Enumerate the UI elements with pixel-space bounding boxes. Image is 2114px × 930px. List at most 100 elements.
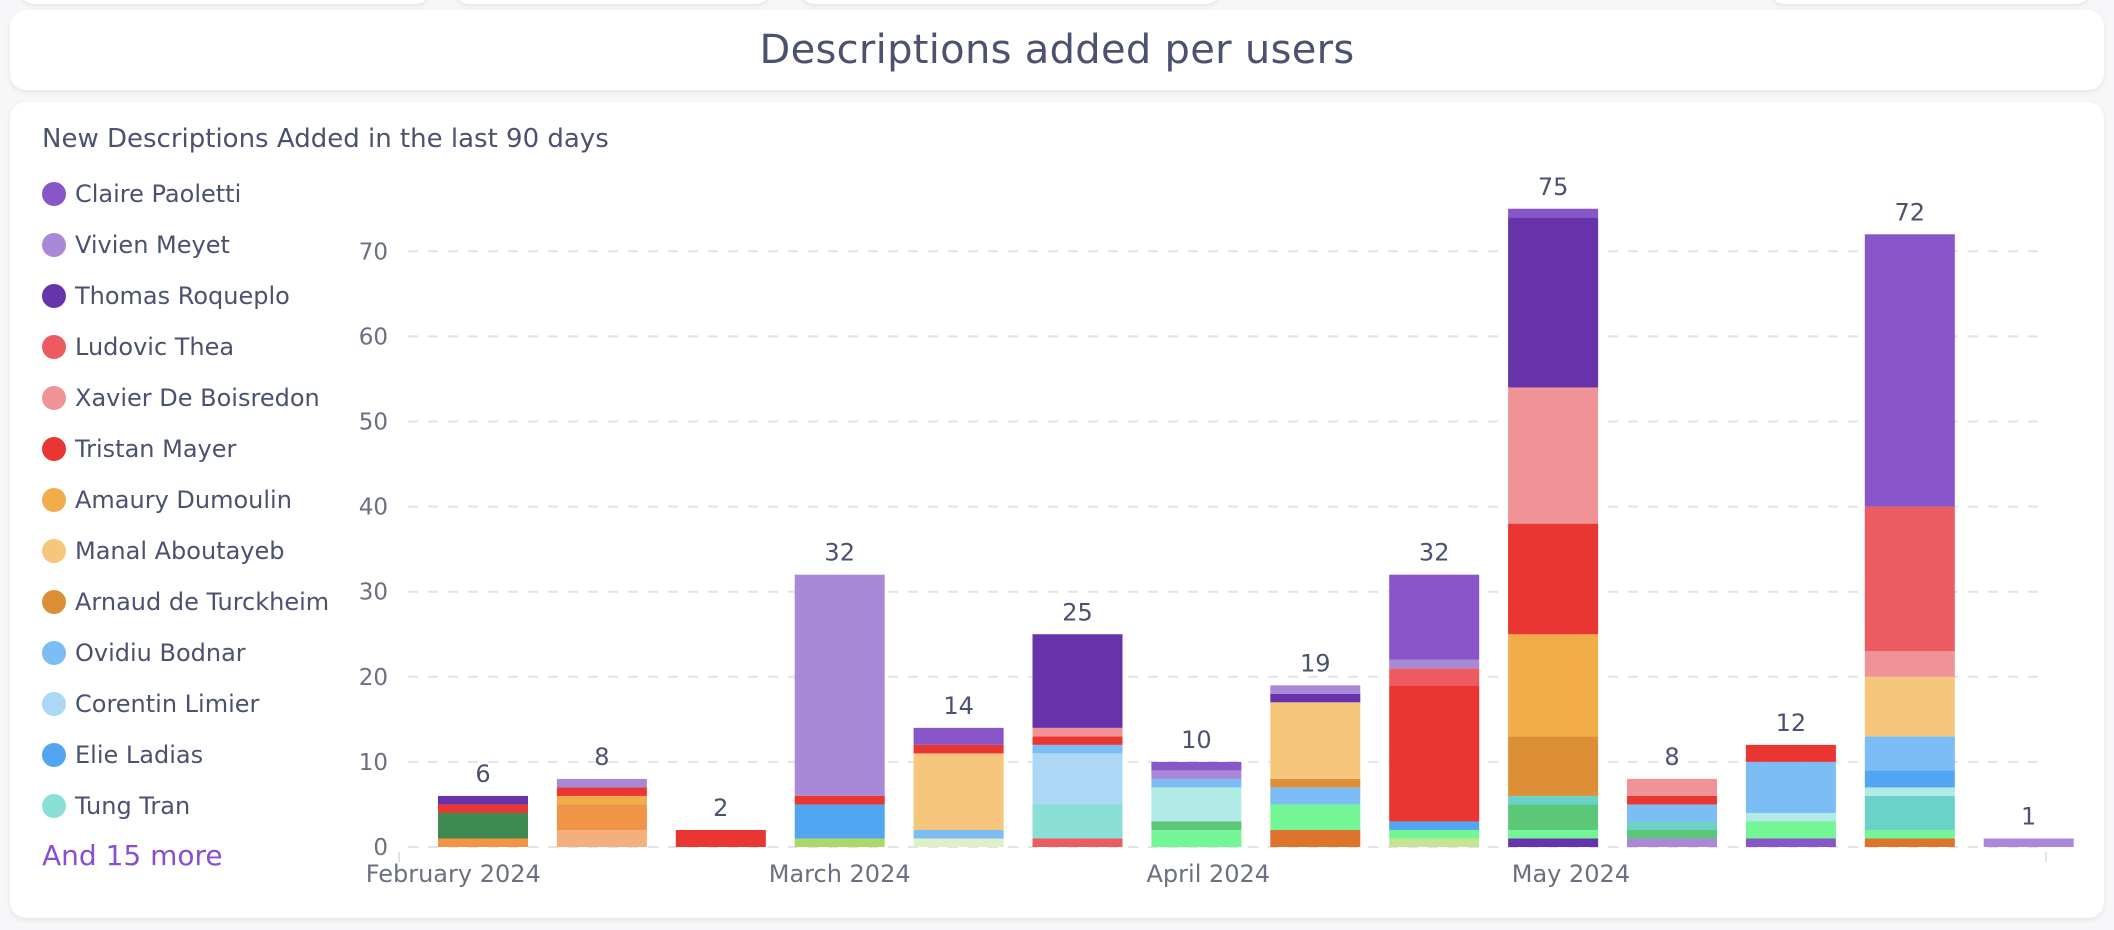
bar-segment[interactable] [556, 829, 647, 847]
bar-segment[interactable] [1032, 804, 1123, 839]
legend-color-dot-icon [42, 334, 66, 359]
bar-segment[interactable] [1389, 821, 1480, 830]
bar-segment[interactable] [1864, 676, 1955, 737]
bar-segment[interactable] [1270, 693, 1361, 703]
bar-segment[interactable] [913, 727, 1004, 745]
bar-segment[interactable] [1032, 736, 1123, 745]
bar-segment[interactable] [1508, 208, 1599, 218]
bar-segment[interactable] [1389, 659, 1480, 669]
bar-segment[interactable] [1864, 829, 1955, 839]
bar-segment[interactable] [1389, 668, 1480, 686]
bar-segment[interactable] [1627, 829, 1717, 839]
bar-segment[interactable] [1151, 761, 1242, 771]
legend-item[interactable]: Claire Paoletti [42, 168, 329, 219]
bar-segment[interactable] [794, 838, 885, 847]
bar-segment[interactable] [1151, 821, 1242, 830]
legend-item[interactable]: Tristan Mayer [42, 423, 329, 474]
bar-segment[interactable] [1151, 778, 1242, 788]
legend-item[interactable]: Ludovic Thea [42, 321, 329, 372]
chart-card: New Descriptions Added in the last 90 da… [10, 102, 2104, 918]
bar-segment[interactable] [1745, 812, 1836, 822]
legend-item[interactable]: Corentin Limier [42, 678, 329, 729]
bar-segment[interactable] [1745, 821, 1836, 839]
bar-segment[interactable] [1389, 574, 1480, 660]
bar-segment[interactable] [1508, 523, 1599, 635]
bar-segment[interactable] [1864, 770, 1955, 788]
bar-segment[interactable] [1032, 838, 1123, 847]
bar-segment[interactable] [913, 838, 1004, 847]
legend-item[interactable]: Ovidiu Bodnar [42, 627, 329, 678]
bar-segment[interactable] [1151, 770, 1242, 779]
bar-segment[interactable] [1508, 217, 1599, 388]
bar-segment[interactable] [1864, 787, 1955, 796]
bar-segment[interactable] [1270, 804, 1361, 830]
bar-segment[interactable] [1508, 838, 1599, 847]
bar-segment[interactable] [1032, 727, 1123, 737]
legend-item[interactable]: Manal Aboutayeb [42, 525, 329, 576]
bar-segment[interactable] [1745, 761, 1836, 813]
bar-segment[interactable] [1389, 838, 1480, 847]
legend-item[interactable]: Thomas Roqueplo [42, 270, 329, 321]
bar-segment[interactable] [1270, 787, 1361, 805]
bar-segment[interactable] [1389, 685, 1480, 822]
bar-segment[interactable] [1151, 787, 1242, 822]
bar-segment[interactable] [794, 804, 885, 839]
bar-segment[interactable] [1864, 838, 1955, 847]
legend-color-dot-icon [42, 691, 66, 716]
legend-item[interactable]: Arnaud de Turckheim [42, 576, 329, 627]
bar-segment[interactable] [1627, 838, 1717, 847]
bar-segment[interactable] [1864, 234, 1955, 507]
bar-segment[interactable] [438, 804, 528, 813]
bar-segment[interactable] [1508, 736, 1599, 796]
legend-item[interactable]: Tung Tran [42, 780, 329, 831]
x-tick-label: April 2024 [1147, 860, 1271, 888]
bar-segment[interactable] [1032, 753, 1123, 805]
bar-segment[interactable] [913, 744, 1004, 754]
bar-segment[interactable] [438, 838, 528, 847]
bar-segment[interactable] [913, 753, 1004, 830]
bar-segment[interactable] [1508, 795, 1599, 805]
bar-total-label: 8 [1664, 743, 1679, 771]
bar-segment[interactable] [1270, 778, 1361, 788]
bar-segment[interactable] [1508, 804, 1599, 830]
bar-segment[interactable] [1032, 744, 1123, 754]
bar-segment[interactable] [1270, 829, 1361, 847]
bar-segment[interactable] [1864, 506, 1955, 652]
legend-item[interactable]: Elie Ladias [42, 729, 329, 780]
bar-segment[interactable] [1627, 804, 1717, 822]
legend-more-link[interactable]: And 15 more [42, 839, 223, 872]
bar-segment[interactable] [1864, 736, 1955, 771]
bar-segment[interactable] [794, 574, 885, 796]
legend-label: Arnaud de Turckheim [75, 587, 330, 616]
bar-segment[interactable] [1745, 744, 1836, 762]
bar-segment[interactable] [1270, 702, 1361, 779]
bar-segment[interactable] [556, 778, 647, 788]
bar-segment[interactable] [1627, 778, 1717, 796]
bar-segment[interactable] [1627, 821, 1717, 830]
bar-segment[interactable] [675, 829, 766, 847]
bar-segment[interactable] [556, 795, 647, 805]
bar-segment[interactable] [1032, 634, 1123, 728]
bar-segment[interactable] [1270, 685, 1361, 694]
bar-segment[interactable] [1508, 387, 1599, 524]
bar-segment[interactable] [1627, 795, 1717, 805]
bar-segment[interactable] [438, 795, 528, 805]
legend-item[interactable]: Vivien Meyet [42, 219, 329, 270]
bar-segment[interactable] [1508, 829, 1599, 839]
bar-segment[interactable] [1508, 634, 1599, 737]
bar-segment[interactable] [794, 795, 885, 805]
bar-segment[interactable] [1983, 838, 2074, 847]
x-tick-label: February 2024 [366, 860, 541, 888]
bar-segment[interactable] [1389, 829, 1480, 839]
bar-segment[interactable] [1864, 651, 1955, 677]
legend-item[interactable]: Xavier De Boisredon [42, 372, 329, 423]
bar-segment[interactable] [913, 829, 1004, 839]
bar-segment[interactable] [438, 812, 528, 839]
bar-segment[interactable] [1864, 795, 1955, 830]
bar-segment[interactable] [1151, 829, 1242, 847]
bar-segment[interactable] [1745, 838, 1836, 847]
legend-item[interactable]: Amaury Dumoulin [42, 474, 329, 525]
bar-segment[interactable] [556, 787, 647, 796]
bar-segment[interactable] [556, 804, 647, 830]
legend-label: Tristan Mayer [75, 434, 237, 463]
